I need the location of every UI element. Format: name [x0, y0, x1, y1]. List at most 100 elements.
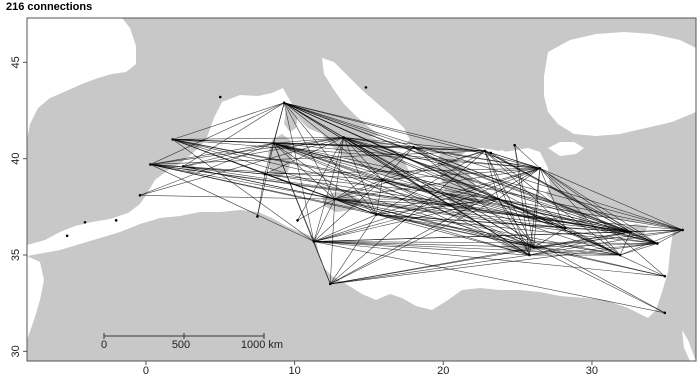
connection-line	[139, 142, 274, 196]
connection-line	[150, 102, 285, 165]
connection-line	[514, 145, 535, 248]
sardinia-island	[268, 134, 292, 178]
connection-line	[343, 137, 377, 215]
connection-line	[334, 198, 621, 256]
connection-line	[330, 168, 541, 285]
connection-line	[183, 166, 631, 233]
connection-line	[565, 227, 621, 256]
connection-line	[257, 143, 275, 217]
connection-line	[529, 231, 631, 256]
site-point	[364, 86, 368, 89]
connection-line	[313, 241, 665, 314]
connection-line	[376, 150, 486, 215]
connection-line	[498, 198, 683, 231]
connection-line	[172, 137, 344, 140]
connection-line	[172, 139, 540, 169]
x-tick-label: 30	[586, 365, 598, 376]
connection-line	[264, 168, 540, 175]
site-point	[663, 311, 667, 315]
connection-line	[498, 198, 566, 229]
atlantic-ocean	[27, 18, 136, 140]
site-point	[381, 178, 384, 182]
connection-line	[150, 164, 631, 233]
aegean-sea	[470, 148, 550, 204]
connection-line	[382, 150, 485, 181]
site-point	[681, 228, 684, 232]
connection-line	[183, 137, 344, 167]
connection-line	[150, 142, 274, 165]
connection-line	[313, 137, 344, 242]
site-point	[618, 253, 622, 257]
connection-line	[343, 137, 631, 233]
site-point	[296, 219, 299, 222]
connection-line	[343, 137, 683, 231]
connection-line	[313, 214, 377, 242]
connection-line	[264, 173, 499, 200]
connection-line	[382, 146, 414, 181]
connection-line	[533, 229, 683, 248]
scale-bar: 0 500 1000 km	[101, 333, 283, 351]
sites	[65, 86, 684, 315]
connection-line	[376, 168, 540, 215]
site-point	[312, 240, 316, 243]
connection-line	[273, 142, 535, 248]
connection-line	[150, 137, 344, 165]
site-point	[483, 149, 487, 153]
connection-line	[330, 243, 658, 285]
connection-line	[334, 150, 485, 200]
connection-line	[183, 142, 274, 167]
connection-line	[498, 168, 541, 200]
map-title: 216 connections	[6, 1, 93, 13]
connection-line	[382, 179, 566, 229]
connection-line	[539, 168, 631, 233]
connection-line	[284, 102, 485, 152]
adriatic-sea	[322, 58, 410, 146]
site-point	[412, 145, 415, 149]
connection-line	[539, 168, 566, 229]
site-point	[375, 213, 378, 216]
connection-line	[313, 204, 450, 242]
connection-line	[334, 198, 665, 277]
connection-line	[343, 137, 535, 248]
site-point	[532, 246, 536, 249]
connection-line	[330, 150, 486, 285]
connection-line	[139, 137, 344, 196]
connection-line	[376, 214, 621, 256]
connection-line	[313, 241, 658, 244]
connection-line	[376, 214, 535, 248]
connection-line	[498, 198, 658, 244]
site-point	[218, 95, 222, 99]
atlantic-ocean-south	[27, 256, 44, 340]
site-point	[528, 253, 531, 257]
site-point	[328, 282, 332, 286]
black-sea	[544, 32, 696, 136]
x-tick-label: 20	[437, 365, 449, 376]
connection-line	[264, 137, 344, 175]
connection-line	[150, 164, 335, 200]
site-point	[181, 165, 185, 168]
connection-line	[382, 179, 631, 233]
connection-line	[284, 102, 683, 231]
connection-line	[376, 179, 383, 215]
connection-line	[150, 164, 535, 248]
connection-line	[498, 198, 665, 277]
connection-line	[264, 173, 631, 233]
connection-line	[498, 198, 631, 233]
connection-line	[630, 229, 683, 233]
connection-line	[449, 198, 499, 206]
site-point	[114, 219, 118, 222]
connection-line	[529, 168, 541, 256]
site-point	[263, 172, 267, 176]
site-point	[489, 151, 493, 155]
connection-line	[484, 150, 621, 256]
connection-line	[376, 214, 566, 229]
connection-line	[514, 144, 541, 169]
connection-line	[273, 143, 335, 200]
connection-line	[343, 137, 499, 200]
connection-line	[382, 179, 658, 244]
x-tick-label: 0	[143, 365, 149, 376]
site-point	[513, 143, 516, 147]
connection-line	[533, 243, 658, 248]
connection-line	[539, 168, 621, 256]
